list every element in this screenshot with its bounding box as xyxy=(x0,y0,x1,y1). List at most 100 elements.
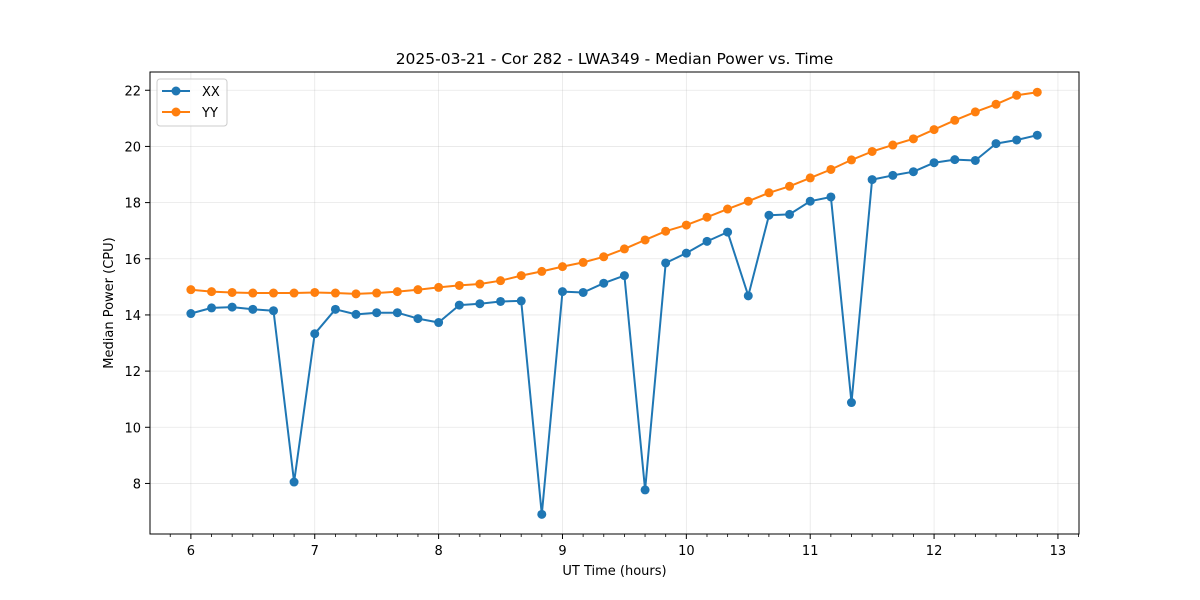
data-point-xx xyxy=(640,485,650,495)
data-point-xx xyxy=(826,192,836,202)
y-tick-label: 20 xyxy=(124,140,141,155)
data-point-yy xyxy=(908,134,918,144)
data-point-yy xyxy=(826,164,836,174)
data-point-yy xyxy=(310,287,320,297)
data-point-xx xyxy=(908,167,918,177)
data-point-xx xyxy=(599,278,609,288)
data-point-yy xyxy=(454,280,464,290)
data-point-xx xyxy=(578,287,588,297)
data-point-xx xyxy=(434,318,444,328)
data-point-xx xyxy=(227,302,237,312)
data-point-xx xyxy=(805,196,815,206)
data-point-yy xyxy=(640,235,650,245)
data-point-xx xyxy=(289,477,299,487)
y-tick-label: 10 xyxy=(124,421,141,436)
legend: XX YY xyxy=(156,78,228,127)
x-axis-label: UT Time (hours) xyxy=(562,564,666,579)
data-point-yy xyxy=(702,212,712,222)
data-point-xx xyxy=(207,303,217,313)
data-point-yy xyxy=(268,288,278,298)
data-point-yy xyxy=(516,271,526,281)
y-tick-label: 16 xyxy=(124,253,141,268)
data-point-xx xyxy=(351,309,361,319)
data-point-yy xyxy=(785,181,795,191)
data-point-yy xyxy=(888,140,898,150)
data-point-yy xyxy=(227,287,237,297)
data-point-xx xyxy=(268,306,278,316)
data-point-xx xyxy=(413,314,423,324)
data-point-xx xyxy=(723,227,733,237)
chart-title: 2025-03-21 - Cor 282 - LWA349 - Median P… xyxy=(396,50,834,68)
data-point-xx xyxy=(743,291,753,301)
data-point-xx xyxy=(661,258,671,268)
data-point-yy xyxy=(248,288,258,298)
data-point-yy xyxy=(186,285,196,295)
x-tick-label: 13 xyxy=(1050,544,1067,559)
y-tick-label: 22 xyxy=(124,84,141,99)
data-point-yy xyxy=(805,173,815,183)
data-point-yy xyxy=(496,276,506,286)
data-point-xx xyxy=(537,509,547,519)
data-point-xx xyxy=(392,308,402,318)
data-point-yy xyxy=(681,220,691,230)
data-point-xx xyxy=(248,304,258,314)
data-point-yy xyxy=(392,287,402,297)
series-layer xyxy=(186,87,1042,519)
data-point-yy xyxy=(950,115,960,125)
data-point-xx xyxy=(950,155,960,165)
data-point-xx xyxy=(991,139,1001,149)
data-point-yy xyxy=(537,266,547,276)
data-point-xx xyxy=(454,300,464,310)
data-point-yy xyxy=(1012,90,1022,100)
y-tick-label: 14 xyxy=(124,309,141,324)
data-point-yy xyxy=(1032,87,1042,97)
data-point-yy xyxy=(619,244,629,254)
y-tick-label: 8 xyxy=(133,477,141,492)
data-point-yy xyxy=(351,289,361,299)
data-point-xx xyxy=(516,296,526,306)
data-point-xx xyxy=(702,236,712,246)
data-point-xx xyxy=(1012,135,1022,145)
x-tick-label: 12 xyxy=(926,544,943,559)
data-point-xx xyxy=(1032,130,1042,140)
data-point-yy xyxy=(557,262,567,272)
data-point-xx xyxy=(372,308,382,318)
data-point-yy xyxy=(207,287,217,297)
data-point-xx xyxy=(475,299,485,309)
y-tick-label: 18 xyxy=(124,197,141,212)
data-point-xx xyxy=(681,248,691,258)
x-tick-label: 7 xyxy=(311,544,319,559)
x-tick-label: 8 xyxy=(434,544,442,559)
y-axis-label: Median Power (CPU) xyxy=(102,237,117,368)
data-point-xx xyxy=(970,155,980,165)
plot-frame xyxy=(149,71,1080,535)
data-point-yy xyxy=(846,155,856,165)
data-point-yy xyxy=(599,252,609,262)
data-point-yy xyxy=(743,196,753,206)
data-point-yy xyxy=(434,282,444,292)
data-point-xx xyxy=(619,271,629,281)
legend-label-yy: YY xyxy=(201,106,218,121)
data-point-xx xyxy=(867,175,877,185)
legend-marker-yy xyxy=(171,107,181,117)
data-point-yy xyxy=(764,188,774,198)
data-point-yy xyxy=(475,279,485,289)
data-point-xx xyxy=(764,210,774,220)
legend-marker-xx xyxy=(171,86,181,96)
data-point-xx xyxy=(310,329,320,339)
data-point-yy xyxy=(578,257,588,267)
data-point-yy xyxy=(413,285,423,295)
data-point-xx xyxy=(785,209,795,219)
data-point-yy xyxy=(723,204,733,214)
x-tick-label: 11 xyxy=(802,544,819,559)
data-point-xx xyxy=(186,309,196,319)
data-point-xx xyxy=(846,398,856,408)
grid xyxy=(150,72,1079,534)
data-point-xx xyxy=(496,296,506,306)
data-point-xx xyxy=(330,304,340,314)
legend-label-xx: XX xyxy=(202,85,220,100)
x-tick-label: 10 xyxy=(678,544,695,559)
data-point-yy xyxy=(970,107,980,117)
data-point-yy xyxy=(330,288,340,298)
